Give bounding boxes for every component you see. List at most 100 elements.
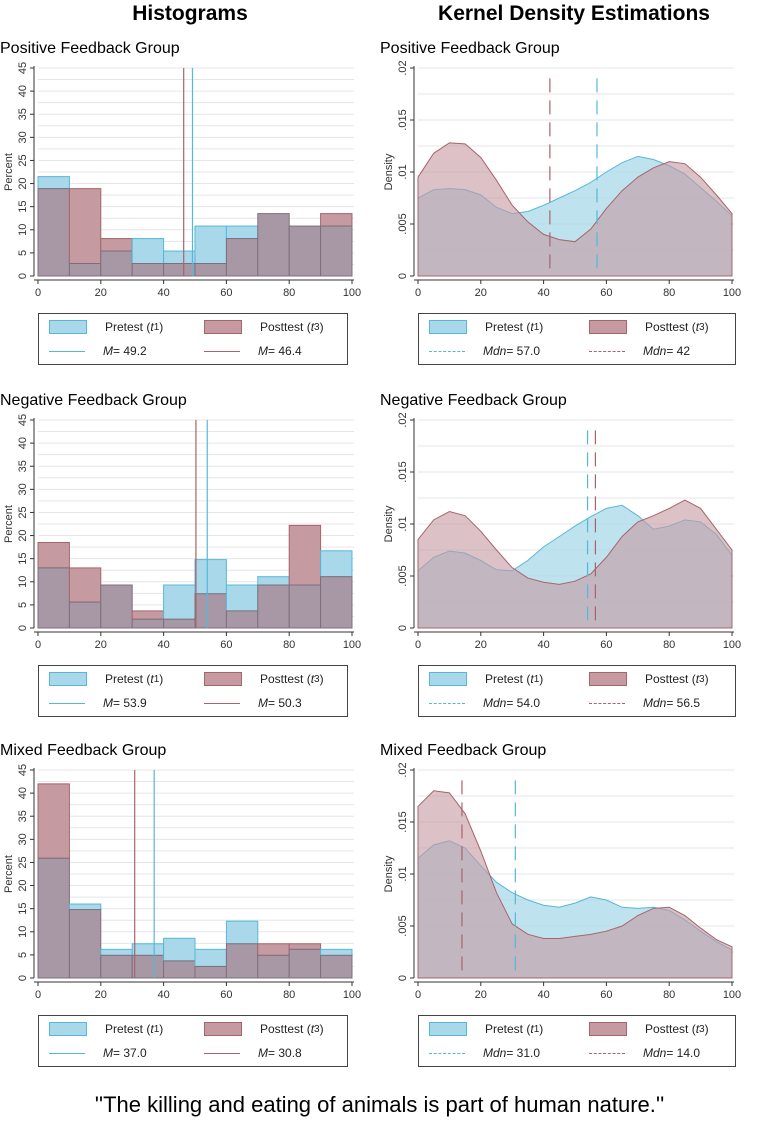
y-tick-label: 35 bbox=[17, 810, 29, 822]
posttest-bar bbox=[163, 263, 196, 277]
y-axis-label: Percent bbox=[3, 153, 15, 191]
y-tick-label: .02 bbox=[397, 412, 409, 427]
pretest-bar bbox=[288, 584, 322, 629]
legend-pretest-time-symbol: t bbox=[150, 672, 154, 686]
pretest-bar bbox=[100, 250, 133, 277]
legend-pretest-close-paren: ) bbox=[539, 1022, 544, 1036]
pretest-bar bbox=[225, 225, 259, 240]
pretest-bar bbox=[320, 948, 353, 956]
legend-pretest-label: Pretest ( bbox=[105, 672, 151, 686]
legend-pretest-label: Pretest ( bbox=[485, 320, 531, 334]
pretest-bar bbox=[131, 943, 165, 956]
legend-posttest: Posttest ( t 3) bbox=[204, 1022, 324, 1036]
posttest-bar bbox=[68, 567, 102, 603]
x-tick-label: 40 bbox=[537, 639, 549, 651]
legend-pretest-close-paren: ) bbox=[539, 672, 544, 686]
pretest-bar bbox=[257, 954, 290, 979]
legend-pretest-time-symbol: t bbox=[150, 1022, 154, 1036]
y-tick-label: 10 bbox=[17, 576, 29, 588]
y-tick-label: 45 bbox=[17, 414, 29, 426]
legend-posttest-stat-stat: M bbox=[258, 344, 268, 358]
kde-column-title: Kernel Density Estimations bbox=[438, 2, 710, 25]
legend-posttest-close-paren: ) bbox=[319, 672, 324, 686]
legend-posttest-label: Posttest ( bbox=[645, 320, 696, 334]
histogram-panel-2: Negative Feedback Group 0 5 10 15 20 25 30 35 40 4… bbox=[0, 392, 370, 727]
legend-posttest-close-paren: ) bbox=[704, 672, 709, 686]
x-tick-label: 20 bbox=[95, 639, 107, 651]
legend-pretest-stat-swatch bbox=[429, 350, 465, 352]
pretest-bar bbox=[163, 584, 196, 620]
legend-pretest: Pretest ( t 1) bbox=[49, 1022, 163, 1036]
x-tick-label: 80 bbox=[663, 287, 675, 299]
legend-posttest-stat-stat: M bbox=[258, 1046, 268, 1060]
posttest-density-area bbox=[417, 499, 733, 629]
x-tick-label: 20 bbox=[95, 287, 107, 299]
y-tick-label: 10 bbox=[17, 224, 29, 236]
panel-title: Mixed Feedback Group bbox=[0, 742, 167, 759]
x-tick-label: 100 bbox=[343, 639, 361, 651]
legend-posttest-time-subscript: 3 bbox=[314, 673, 320, 685]
legend: Pretest ( t 1) Posttest ( t 3) M = 49.2 M = 4… bbox=[38, 313, 348, 365]
x-tick-label: 100 bbox=[723, 989, 741, 1001]
plot-area: 0 5 10 15 20 25 30 35 40 45 0 20 40 60 80 100 Percent bbox=[3, 764, 361, 1001]
legend: Pretest (t 1) Posttest (t 3) Mdn = 31.0 Mdn =… bbox=[418, 1015, 736, 1067]
legend-pretest-stat-value: = 37.0 bbox=[113, 1046, 147, 1060]
legend-pretest-swatch bbox=[49, 1022, 87, 1036]
legend-posttest-stat: Mdn = 56.5 bbox=[589, 696, 700, 710]
y-tick-label: .02 bbox=[397, 762, 409, 777]
posttest-bar bbox=[131, 610, 165, 620]
pretest-bar bbox=[37, 857, 70, 979]
posttest-bar bbox=[225, 943, 259, 979]
x-tick-label: 0 bbox=[35, 989, 41, 1001]
y-tick-label: 45 bbox=[17, 764, 29, 776]
pretest-bar bbox=[320, 225, 353, 277]
legend-pretest-stat-swatch bbox=[429, 702, 465, 704]
legend-pretest-stat: Mdn = 57.0 bbox=[429, 344, 540, 358]
posttest-bar bbox=[320, 576, 353, 629]
y-tick-label: 0 bbox=[397, 273, 409, 279]
legend-posttest-stat-swatch bbox=[204, 350, 240, 352]
pretest-bar bbox=[163, 250, 196, 265]
legend-pretest-close-paren: ) bbox=[159, 320, 164, 334]
legend-pretest-stat: Mdn = 54.0 bbox=[429, 696, 540, 710]
x-tick-label: 0 bbox=[35, 639, 41, 651]
y-tick-label: 45 bbox=[17, 62, 29, 74]
y-tick-label: 40 bbox=[17, 85, 29, 97]
pretest-bar bbox=[225, 920, 259, 945]
y-tick-label: 0 bbox=[17, 975, 29, 981]
posttest-bar bbox=[288, 524, 322, 586]
legend-pretest-stat-value: = 54.0 bbox=[506, 696, 541, 710]
legend-pretest-stat-value: = 49.2 bbox=[113, 344, 147, 358]
legend-posttest: Posttest (t 3) bbox=[589, 320, 709, 334]
posttest-bar bbox=[194, 593, 227, 629]
legend-pretest-swatch bbox=[429, 320, 467, 334]
posttest-bar bbox=[163, 618, 196, 629]
y-tick-label: .02 bbox=[397, 60, 409, 75]
x-tick-label: 40 bbox=[537, 989, 549, 1001]
legend-pretest-stat-stat: Mdn bbox=[483, 344, 507, 358]
legend-posttest-time-subscript: 3 bbox=[699, 673, 705, 685]
legend-pretest-stat-swatch bbox=[49, 702, 85, 704]
y-tick-label: 20 bbox=[17, 177, 29, 189]
legend-pretest-stat-stat: Mdn bbox=[483, 696, 507, 710]
legend-pretest-close-paren: ) bbox=[539, 320, 544, 334]
posttest-bar bbox=[257, 213, 290, 277]
posttest-bar bbox=[37, 541, 70, 569]
legend-pretest-time-symbol: t bbox=[150, 320, 154, 334]
legend-posttest-time-subscript: 3 bbox=[314, 1023, 320, 1035]
panel-title: Positive Feedback Group bbox=[380, 40, 560, 57]
legend-pretest-swatch bbox=[429, 672, 467, 686]
legend-posttest-swatch bbox=[589, 1022, 627, 1036]
legend: Pretest ( t 1) Posttest ( t 3) M = 53.9 M = 5… bbox=[38, 665, 348, 717]
x-tick-label: 60 bbox=[600, 989, 612, 1001]
posttest-bar bbox=[37, 783, 70, 859]
y-axis-label: Density bbox=[383, 153, 395, 190]
y-tick-label: .015 bbox=[397, 461, 409, 482]
x-tick-label: 20 bbox=[475, 989, 487, 1001]
legend-pretest-time-subscript: 1 bbox=[153, 1023, 160, 1035]
x-tick-label: 20 bbox=[475, 639, 487, 651]
plot-area: 0 5 10 15 20 25 30 35 40 45 0 20 40 60 80 100 Percent bbox=[3, 62, 361, 299]
legend-pretest-swatch bbox=[429, 1022, 467, 1036]
legend-posttest-stat: Mdn = 14.0 bbox=[589, 1046, 700, 1060]
legend-pretest-label: Pretest ( bbox=[485, 1022, 531, 1036]
